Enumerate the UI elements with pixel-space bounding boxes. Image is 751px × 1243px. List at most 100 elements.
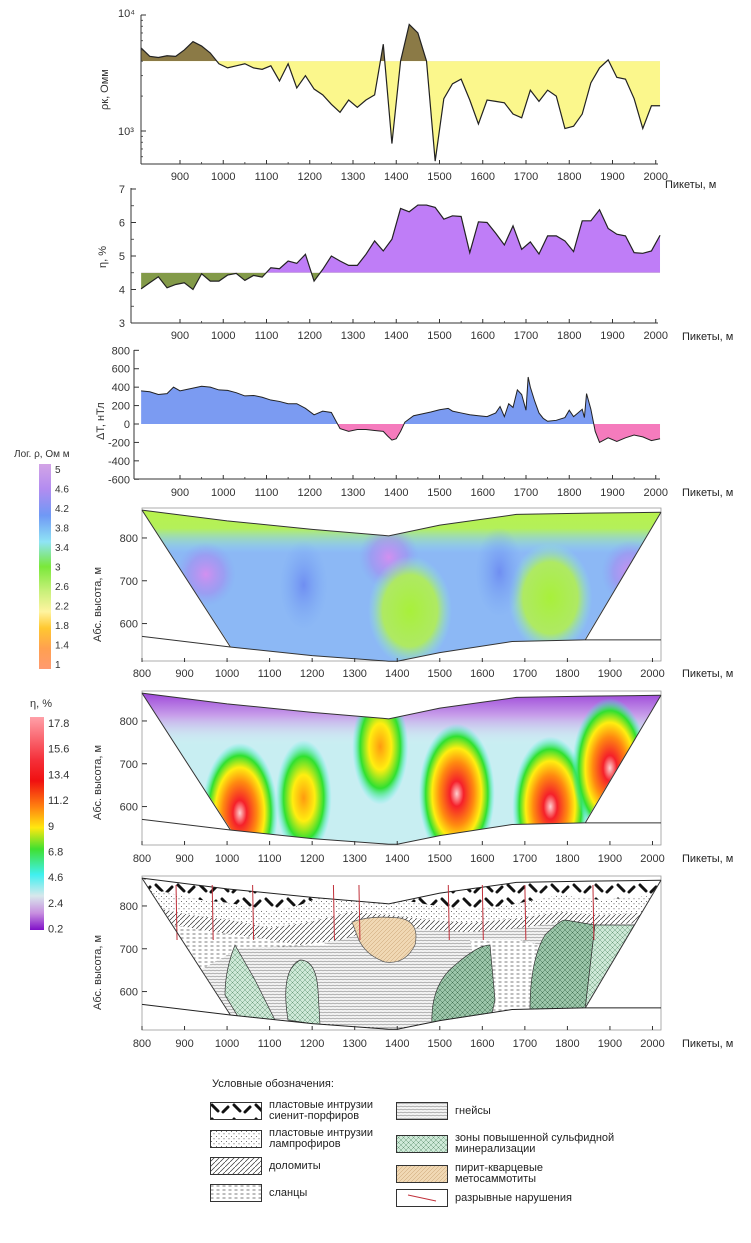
x-tick-label-1900: 1900 bbox=[598, 668, 622, 680]
x-tick-label-1500: 1500 bbox=[427, 487, 451, 499]
resistivity-colorbar-ticks: 5 4.6 4.2 3.8 3.4 3 2.6 2.2 1.8 1.4 1 bbox=[55, 465, 69, 671]
fault-line bbox=[447, 884, 450, 941]
x-tick-label-1200: 1200 bbox=[298, 487, 322, 499]
y-tick-label-1e4: 10⁴ bbox=[118, 8, 135, 20]
colorbar-tick-label-2.2: 2.2 bbox=[55, 602, 69, 613]
x-tick-label-800: 800 bbox=[133, 1038, 151, 1050]
colorbar-tick-label-4.6: 4.6 bbox=[48, 872, 63, 884]
x-tick-label-1900: 1900 bbox=[600, 330, 624, 342]
x-tick-label-1500: 1500 bbox=[427, 330, 451, 342]
geological-y-label: Абс. высота, м bbox=[92, 935, 104, 1010]
legend-item-gneiss: гнейсы bbox=[396, 1102, 491, 1120]
x-tick-label-1100: 1100 bbox=[258, 853, 282, 865]
chargeability-y-ticks: 3 4 5 6 7 bbox=[119, 184, 136, 330]
x-tick-label-1300: 1300 bbox=[341, 330, 365, 342]
resistivity-anomaly bbox=[279, 540, 328, 631]
resistivity-anomaly bbox=[508, 542, 593, 653]
resistivity-series-line bbox=[140, 23, 661, 162]
y-tick-label-700: 700 bbox=[120, 944, 138, 956]
y-tick-label-700: 700 bbox=[120, 759, 138, 771]
legend-label: пластовые интрузии bbox=[269, 1127, 374, 1139]
colorbar-tick-label-11.2: 11.2 bbox=[48, 795, 69, 807]
section-right-flank bbox=[584, 695, 662, 824]
x-tick-label-1700: 1700 bbox=[514, 487, 538, 499]
lamprophyre-intrusion bbox=[142, 888, 661, 928]
colorbar-tick-label-0.2: 0.2 bbox=[48, 924, 63, 936]
section-left-flank bbox=[141, 877, 231, 1016]
chargeability-section-x-ticks: 800 900 1000 1100 1200 1300 1400 1500 1600 1700 18… bbox=[133, 841, 665, 865]
x-tick-label-1900: 1900 bbox=[600, 171, 624, 183]
schist-pattern-icon bbox=[210, 1184, 262, 1202]
x-tick-label-1500: 1500 bbox=[428, 668, 452, 680]
legend-label-line2: сиенит-порфиров bbox=[269, 1110, 360, 1122]
x-tick-label-2000: 2000 bbox=[644, 330, 668, 342]
x-tick-label-1200: 1200 bbox=[298, 171, 322, 183]
area-below-baseline bbox=[141, 424, 661, 443]
x-tick-label-1000: 1000 bbox=[211, 171, 235, 183]
resistivity-profile-chart: 900 1000 1100 1200 1300 1400 1500 1600 1700 1800 1… bbox=[99, 8, 716, 191]
legend-label: сланцы bbox=[269, 1186, 308, 1199]
x-tick-label-1700: 1700 bbox=[513, 853, 537, 865]
resistivity-colorbar-gradient bbox=[39, 464, 51, 669]
y-tick-label-1e3: 10³ bbox=[118, 126, 134, 138]
legend-item-pyrite: пирит-кварцевые метосаммотиты bbox=[396, 1163, 626, 1185]
x-tick-label-900: 900 bbox=[175, 853, 193, 865]
legend-title: Условные обозначения: bbox=[212, 1078, 334, 1090]
chargeability-section-x-label: Пикеты, м bbox=[682, 853, 733, 865]
chargeability-section-y-label: Абс. высота, м bbox=[92, 745, 104, 820]
geological-x-ticks: 800 900 1000 1100 1200 1300 1400 1500 1600 1700 18… bbox=[133, 1026, 665, 1050]
x-tick-label-1400: 1400 bbox=[384, 171, 408, 183]
colorbar-tick-label-4.6: 4.6 bbox=[55, 485, 69, 496]
x-tick-label-1700: 1700 bbox=[514, 330, 538, 342]
y-tick-label-6: 6 bbox=[119, 218, 125, 230]
magnetic-series-line bbox=[141, 376, 661, 444]
y-tick-label-600: 600 bbox=[120, 802, 138, 814]
x-tick-label-1800: 1800 bbox=[557, 487, 581, 499]
chargeability-colorbar-gradient bbox=[30, 717, 44, 930]
y-tick-label-700: 700 bbox=[120, 576, 138, 588]
magnetic-profile-chart: -600 -400 -200 0 200 400 600 800 900 1000 1100 120… bbox=[95, 345, 733, 499]
magnetic-y-label: ΔT, нТл bbox=[95, 402, 107, 440]
legend-label-line2: лампрофиров bbox=[269, 1138, 341, 1150]
resistivity-section-chart: 600 700 800 800 900 1000 1100 1200 1300 1400 1500… bbox=[92, 507, 733, 680]
chargeability-section-chart: 600 700 800 800 900 1000 1100 1200 1300 1400 1500… bbox=[92, 690, 733, 865]
resistivity-anomaly bbox=[475, 527, 524, 618]
x-tick-label-1400: 1400 bbox=[384, 487, 408, 499]
geological-section: 600 700 800 800 900 1000 1100 1200 1300 1400 1500… bbox=[92, 875, 733, 1050]
legend: Условные обозначения: пластовые интрузии… bbox=[206, 1075, 626, 1225]
x-tick-label-1600: 1600 bbox=[471, 487, 495, 499]
legend-item-lamprophyre: пластовые интрузии лампрофиров bbox=[210, 1128, 373, 1150]
legend-item-fault: разрывные нарушения bbox=[396, 1189, 572, 1207]
x-tick-label-1600: 1600 bbox=[470, 668, 494, 680]
colorbar-tick-label-2.4: 2.4 bbox=[48, 898, 63, 910]
section-right-flank bbox=[584, 512, 662, 641]
y-tick-label--600: -600 bbox=[108, 474, 130, 486]
legend-label: разрывные нарушения bbox=[455, 1191, 572, 1204]
geological-y-ticks: 600 700 800 bbox=[120, 877, 662, 1016]
x-tick-label-1500: 1500 bbox=[428, 1038, 452, 1050]
colorbar-tick-label-13.4: 13.4 bbox=[48, 769, 69, 781]
colorbar-tick-label-6.8: 6.8 bbox=[48, 847, 63, 859]
sulfide-zone-2 bbox=[285, 959, 321, 1026]
section-right-flank bbox=[584, 880, 662, 1009]
chargeability-anomaly bbox=[275, 740, 332, 845]
x-tick-label-1800: 1800 bbox=[555, 668, 579, 680]
x-tick-label-1200: 1200 bbox=[298, 330, 322, 342]
resistivity-colorbar-title: Лог. ρ, Ом м bbox=[14, 449, 70, 460]
x-tick-label-900: 900 bbox=[175, 668, 193, 680]
fault-line bbox=[175, 884, 178, 941]
chargeability-colorbar-ticks: 17.8 15.6 13.4 11.2 9 6.8 4.6 2.4 0.2 bbox=[48, 718, 69, 936]
colorbar-tick-label-1: 1 bbox=[55, 660, 61, 671]
chargeability-anomaly bbox=[201, 742, 278, 845]
y-tick-label-0: 0 bbox=[124, 419, 130, 431]
resistivity-area-fill bbox=[141, 24, 661, 162]
chargeability-colorbar: η, % 17.8 15.6 13.4 11.2 9 6.8 4.6 2.4 0.2 bbox=[30, 698, 69, 936]
resistivity-y-ticks bbox=[141, 14, 146, 158]
x-tick-label-1300: 1300 bbox=[342, 853, 366, 865]
pyrite-pattern-icon bbox=[396, 1165, 448, 1183]
x-tick-label-1700: 1700 bbox=[513, 1038, 537, 1050]
chargeability-y-label: η, % bbox=[97, 246, 109, 268]
geological-surface-line bbox=[141, 877, 661, 905]
area-below-baseline bbox=[141, 272, 661, 290]
chargeability-area-fill bbox=[141, 205, 661, 290]
